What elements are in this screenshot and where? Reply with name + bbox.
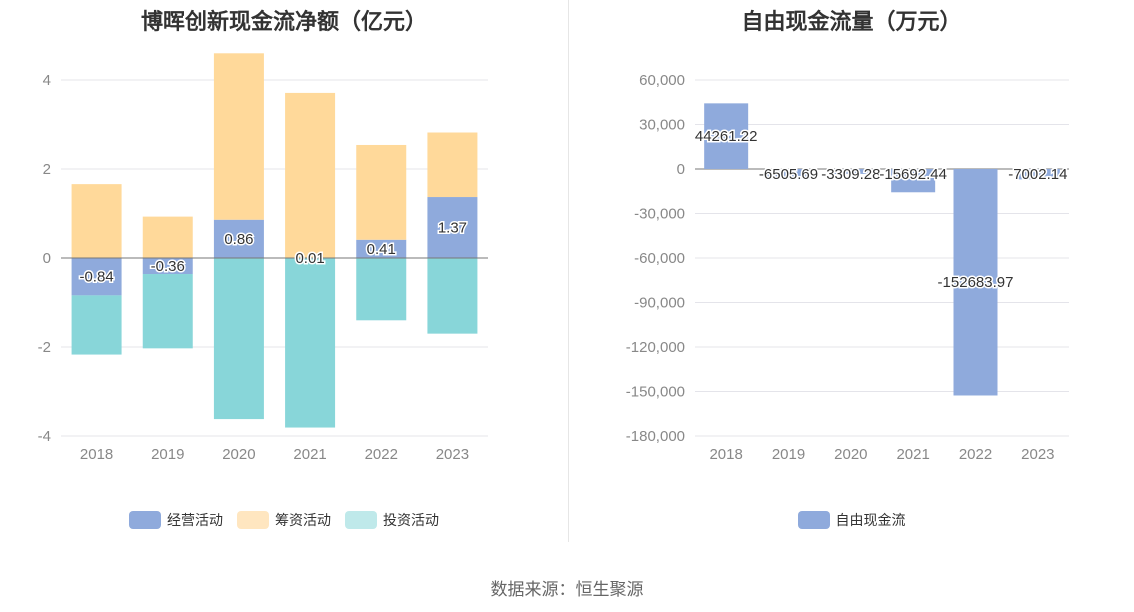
bar-free-cash-flow — [766, 169, 811, 179]
bar-investing — [356, 258, 407, 321]
legend-swatch — [797, 511, 830, 529]
data-label: -15692.44 — [879, 166, 947, 183]
y-tick-label: -60,000 — [634, 250, 685, 267]
bar-operating — [213, 219, 264, 258]
legend-swatch — [129, 511, 161, 529]
bar-operating — [356, 239, 407, 258]
bar-investing — [142, 274, 193, 349]
legend: 自由现金流 — [569, 510, 1134, 530]
y-tick-label: -30,000 — [634, 206, 685, 223]
bar-financing — [142, 216, 193, 258]
data-label: -152683.97 — [938, 274, 1014, 291]
panel-divider — [568, 0, 569, 542]
bar-operating — [142, 258, 193, 275]
x-tick-label: 2021 — [896, 446, 929, 463]
bar-investing — [427, 258, 478, 334]
bar-operating — [71, 258, 122, 296]
bar-financing — [356, 144, 407, 240]
bar-financing — [427, 132, 478, 198]
bar-free-cash-flow — [704, 103, 749, 169]
y-tick-label: 30,000 — [639, 117, 685, 134]
y-tick-label: 0 — [677, 161, 685, 178]
y-tick-label: -2 — [38, 339, 51, 356]
legend-item-operating[interactable]: 经营活动 — [129, 510, 223, 530]
x-tick-label: 2021 — [293, 446, 326, 463]
data-label: 0.01 — [295, 250, 324, 267]
y-tick-label: -120,000 — [626, 339, 685, 356]
x-tick-label: 2020 — [834, 446, 867, 463]
bar-investing — [71, 295, 122, 355]
chart-title: 自由现金流量（万元） — [741, 9, 962, 34]
x-tick-label: 2022 — [365, 446, 398, 463]
x-tick-label: 2022 — [959, 446, 992, 463]
cash-flow-net-chart: 4 2 0 -2 -4 2018 2019 2020 2021 2022 2023 -0.84 -0.3… — [38, 53, 488, 463]
bar-financing — [71, 184, 122, 258]
y-tick-label: 0 — [43, 250, 51, 267]
bar-free-cash-flow — [1015, 169, 1060, 180]
x-tick-label: 2019 — [772, 446, 805, 463]
legend-item-financing[interactable]: 筹资活动 — [237, 510, 331, 530]
data-label: -0.36 — [151, 258, 185, 275]
y-tick-label: 4 — [43, 72, 51, 89]
legend-swatch — [345, 511, 377, 529]
legend: 经营活动 筹资活动 投资活动 — [0, 510, 568, 530]
x-tick-label: 2020 — [222, 446, 255, 463]
data-label: -0.84 — [79, 269, 113, 286]
legend-label: 投资活动 — [383, 512, 439, 528]
x-tick-label: 2019 — [151, 446, 184, 463]
y-tick-label: 2 — [43, 161, 51, 178]
legend-label: 筹资活动 — [275, 512, 331, 528]
data-label: -7002.14 — [1008, 166, 1067, 183]
bar-investing — [213, 258, 264, 420]
data-label: 0.41 — [367, 241, 396, 258]
x-tick-label: 2023 — [1021, 446, 1054, 463]
chart-title: 博晖创新现金流净额（亿元） — [140, 9, 427, 34]
bar-financing — [285, 92, 336, 258]
bar-financing — [213, 53, 264, 220]
bar-investing — [285, 258, 336, 428]
data-label: -6505.69 — [759, 166, 818, 183]
legend-label: 自由现金流 — [835, 512, 906, 528]
bar-free-cash-flow — [891, 169, 936, 193]
x-tick-label: 2023 — [436, 446, 469, 463]
y-tick-label: -180,000 — [626, 428, 685, 445]
data-label: 0.86 — [224, 231, 253, 248]
data-source: 数据来源：恒生聚源 — [490, 580, 644, 599]
legend-item-investing[interactable]: 投资活动 — [345, 510, 439, 530]
y-tick-label: -4 — [38, 428, 51, 445]
x-tick-label: 2018 — [709, 446, 742, 463]
y-tick-label: 60,000 — [639, 72, 685, 89]
free-cash-flow-chart: 60,000 30,000 0 -30,000 -60,000 -90,000 -120,0… — [626, 72, 1069, 463]
legend-item-free-cash-flow[interactable]: 自由现金流 — [797, 510, 906, 530]
cash-flow-net-panel: 博晖创新现金流净额（亿元） 4 2 0 -2 -4 2018 2019 2020 2021 202… — [0, 9, 568, 530]
data-label: 1.37 — [438, 220, 467, 237]
bar-free-cash-flow — [953, 169, 998, 396]
free-cash-flow-panel: 自由现金流量（万元） 60,000 30,000 0 -30,000 -60,000 -9… — [569, 0, 1134, 612]
bar-operating — [427, 197, 478, 258]
data-label: 44261.22 — [695, 128, 758, 145]
y-tick-label: -150,000 — [626, 384, 685, 401]
data-label: -3309.28 — [821, 166, 880, 183]
y-tick-label: -90,000 — [634, 295, 685, 312]
legend-label: 经营活动 — [167, 512, 223, 528]
x-tick-label: 2018 — [80, 446, 113, 463]
legend-swatch — [237, 511, 269, 529]
bar-free-cash-flow — [828, 169, 873, 174]
